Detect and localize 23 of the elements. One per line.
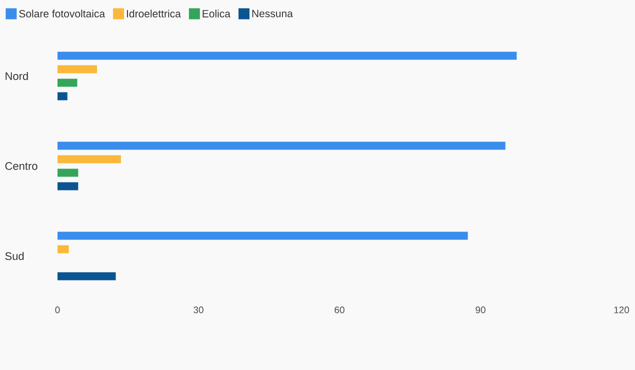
x-tick-label: 0 bbox=[55, 306, 60, 314]
bar bbox=[58, 92, 68, 100]
y-tick-label: Nord bbox=[6, 72, 28, 80]
bar bbox=[58, 232, 468, 240]
bar bbox=[58, 78, 78, 87]
y-tick-label: Centro bbox=[5, 162, 38, 170]
bar bbox=[58, 272, 116, 280]
x-tick-label: 120 bbox=[614, 306, 630, 314]
bar bbox=[58, 168, 78, 177]
y-tick-label: Sud bbox=[5, 252, 24, 260]
bar bbox=[58, 65, 97, 74]
bar bbox=[58, 142, 506, 150]
bar bbox=[58, 52, 517, 60]
legend-label: Idroelettrica bbox=[127, 10, 181, 18]
legend-label: Solare fotovoltaica bbox=[19, 10, 106, 18]
legend-label: Eolica bbox=[202, 10, 230, 18]
legend-label: Nessuna bbox=[252, 10, 293, 18]
x-tick-label: 90 bbox=[476, 306, 486, 314]
bar bbox=[58, 155, 121, 164]
bar bbox=[58, 245, 69, 254]
bar bbox=[58, 182, 78, 190]
x-tick-label: 60 bbox=[334, 306, 344, 314]
x-tick-label: 30 bbox=[194, 306, 204, 314]
